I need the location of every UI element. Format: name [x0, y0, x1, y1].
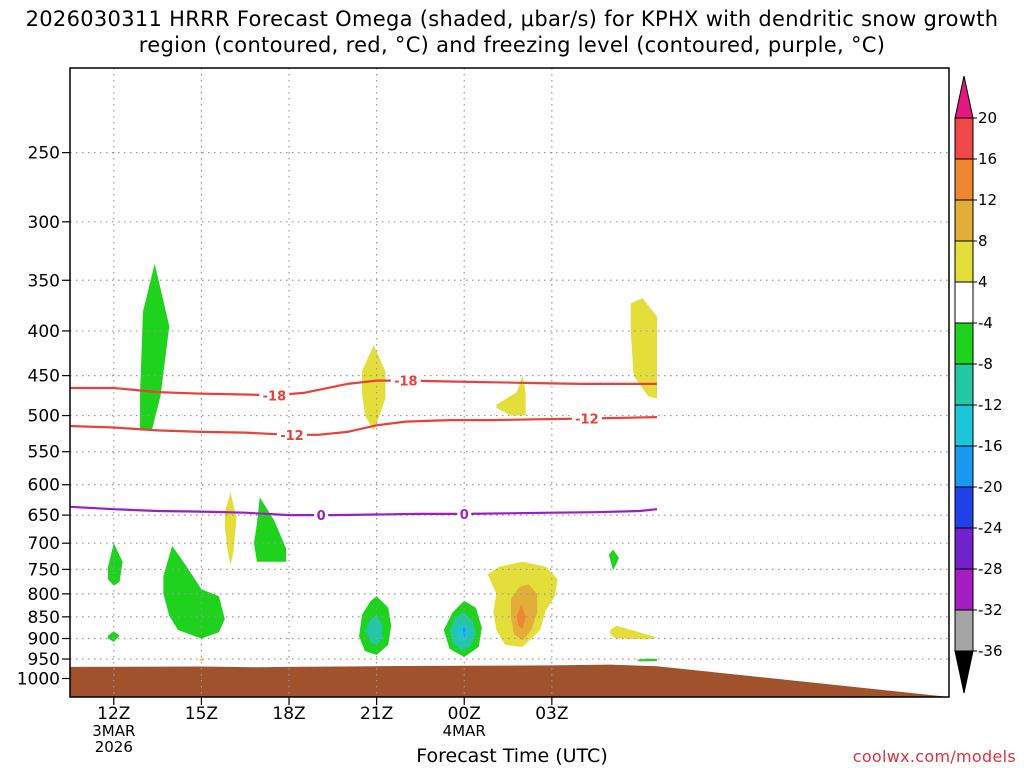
omega-region-yellow-15z-speck	[198, 658, 205, 662]
omega-region-green-04z-sliver	[636, 658, 657, 662]
y-tick-label-900: 900	[28, 630, 60, 650]
omega-region-yellow-16z	[224, 492, 237, 566]
y-tick-label-450: 450	[28, 367, 60, 387]
colorbar-bin--24--20	[954, 486, 974, 529]
colorbar-label--20: -20	[978, 478, 1003, 496]
colorbar-bin-16-20	[954, 117, 974, 160]
contour-layer: -18 -18 -12 -12 0 0	[69, 373, 658, 524]
x-tick-label-00Z: 00Z	[448, 704, 481, 724]
colorbar-label-16: 16	[978, 150, 997, 168]
y-tick-label-850: 850	[28, 608, 60, 628]
x-tick-sublabel-2026: 2026	[95, 738, 133, 756]
y-tick-label-650: 650	[28, 506, 60, 526]
contour-freezing-level	[69, 505, 658, 517]
x-tick-label-12Z: 12Z	[97, 704, 130, 724]
colorbar-bin--8--4	[954, 322, 974, 365]
contour-label-bg	[457, 506, 472, 521]
omega-region-green-04z-speck	[608, 549, 619, 571]
contour-label-bg	[390, 373, 421, 388]
y-axis: 2503003504004505005506006507007508008509…	[17, 144, 70, 689]
colorbar-label-8: 8	[978, 232, 988, 250]
y-tick-label-750: 750	[28, 560, 60, 580]
contour-label-dgz-bottom: -12	[575, 412, 599, 427]
colorbar-bin--20--16	[954, 445, 974, 488]
colorbar-bottom-arrow	[954, 650, 974, 694]
chart-title: 2026030311 HRRR Forecast Omega (shaded, …	[25, 7, 999, 57]
x-tick-sublabel-3MAR: 3MAR	[92, 722, 135, 740]
omega-region-teal-21z-low	[364, 614, 383, 645]
contour-label-dgz-bottom: -12	[280, 429, 304, 444]
x-tick-label-21Z: 21Z	[360, 704, 393, 724]
colorbar-label--32: -32	[978, 601, 1003, 619]
x-tick-label-18Z: 18Z	[272, 704, 305, 724]
colorbar: 20 16 12 8 4 -4 -8 -12 -16 -20 -24 -28 -32 -36	[954, 75, 1003, 694]
omega-region-green-14z	[163, 545, 225, 639]
plot-frame	[69, 67, 950, 698]
omega-region-yellow-top-right	[630, 298, 657, 399]
y-tick-label-550: 550	[28, 443, 60, 463]
contour-label-freezing-level: 0	[317, 509, 326, 524]
colorbar-label--12: -12	[978, 396, 1003, 414]
colorbar-label--8: -8	[978, 355, 993, 373]
colorbar-bin-8-12	[954, 199, 974, 242]
omega-shading-layer	[108, 263, 657, 662]
omega-region-yellow-01z	[496, 375, 526, 416]
omega-region-cyan-00z-low	[455, 623, 471, 643]
colorbar-label--4: -4	[978, 314, 993, 332]
contour-dgz-top	[70, 379, 657, 397]
omega-region-green-12z-low	[108, 631, 120, 642]
contour-label-bg	[571, 411, 602, 426]
colorbar-label--24: -24	[978, 519, 1003, 537]
colorbar-bin--4-4	[954, 281, 974, 324]
colorbar-label-4: 4	[978, 273, 988, 291]
x-tick-label-15Z: 15Z	[185, 704, 218, 724]
colorbar-bin-4-8	[954, 240, 974, 283]
omega-region-yellow-21z	[362, 344, 386, 431]
contour-dgz-bottom	[69, 416, 658, 436]
colorbar-label--36: -36	[978, 642, 1003, 660]
y-tick-label-600: 600	[28, 476, 60, 496]
colorbar-label--28: -28	[978, 560, 1003, 578]
omega-region-green-12z-mid	[108, 543, 123, 586]
y-tick-label-250: 250	[28, 144, 60, 164]
colorbar-label--16: -16	[978, 437, 1003, 455]
y-tick-label-700: 700	[28, 534, 60, 554]
y-tick-label-1000: 1000	[17, 669, 60, 689]
contour-label-bg	[276, 427, 307, 442]
colorbar-bin--28--24	[954, 527, 974, 570]
colorbar-top-arrow	[954, 75, 974, 119]
y-tick-label-400: 400	[28, 322, 60, 342]
colorbar-bin--16--12	[954, 404, 974, 447]
y-tick-label-300: 300	[28, 213, 60, 233]
omega-region-green-17z	[254, 497, 287, 562]
omega-region-green-350-hpa	[140, 263, 170, 431]
credit-link[interactable]: coolwx.com/models	[852, 747, 1016, 766]
grid-layer	[70, 68, 949, 697]
colorbar-bin--12--8	[954, 363, 974, 406]
x-axis-label: Forecast Time (UTC)	[416, 745, 608, 767]
colorbar-bin--36--32	[954, 609, 974, 652]
omega-region-amber-02z-low	[511, 584, 538, 641]
omega-region-blue-00z-core	[462, 624, 466, 638]
y-tick-label-500: 500	[28, 407, 60, 427]
omega-region-yellow-04z-low	[610, 625, 657, 640]
contour-label-bg	[314, 508, 329, 523]
y-tick-label-950: 950	[28, 650, 60, 670]
colorbar-bin-12-16	[954, 158, 974, 201]
contour-label-bg	[259, 388, 290, 403]
contour-label-freezing-level: 0	[460, 508, 469, 523]
y-tick-label-350: 350	[28, 271, 60, 291]
colorbar-label-20: 20	[978, 109, 997, 127]
x-tick-sublabel-4MAR: 4MAR	[443, 722, 486, 740]
contour-label-dgz-top: -18	[394, 375, 418, 390]
terrain-ground	[70, 664, 949, 697]
x-tick-label-03Z: 03Z	[535, 704, 568, 724]
colorbar-label-12: 12	[978, 191, 997, 209]
contour-label-dgz-top: -18	[263, 389, 287, 404]
terrain-layer	[70, 664, 949, 697]
y-tick-label-800: 800	[28, 585, 60, 605]
colorbar-bin--32--28	[954, 568, 974, 611]
